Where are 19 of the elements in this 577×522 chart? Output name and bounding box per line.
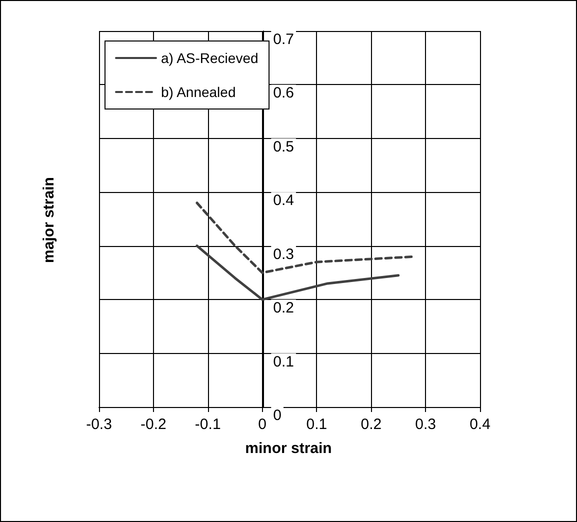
x-tick-label: -0.2 [140,416,166,433]
y-tick-label: 0.4 [273,192,294,210]
y-axis-title: major strain [40,177,58,263]
x-tick-label: 0.3 [415,416,436,433]
x-axis-title: minor strain [245,440,332,457]
y-tick-label: 0.5 [273,138,294,156]
x-tick-label: -0.3 [86,416,112,433]
y-tick-label: 0.3 [273,246,294,263]
x-tick-label: 0.1 [306,416,328,433]
y-tick-label: 0.1 [273,353,294,370]
y-tick-label: 0.6 [273,84,294,102]
x-tick-label: 0.4 [470,416,490,433]
legend-label: a) AS-Recieved [161,50,258,66]
x-tick-label: 0.2 [360,416,382,433]
y-tick-label: 0.2 [273,300,294,317]
legend-label: b) Annealed [161,84,236,100]
x-tick-label: -0.1 [194,416,221,433]
y-tick-label: 0.7 [273,31,294,48]
x-tick-label: 0 [258,416,266,433]
